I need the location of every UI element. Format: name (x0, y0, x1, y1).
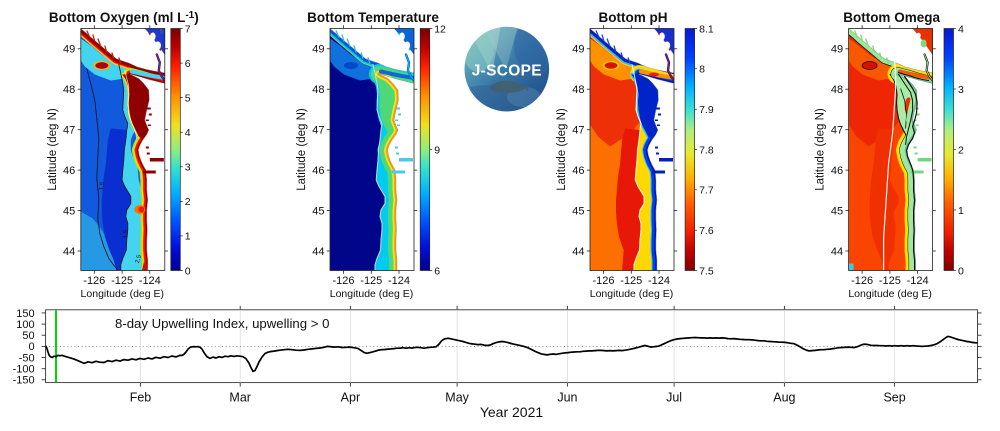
svg-text:49: 49 (831, 44, 843, 56)
svg-text:1: 1 (958, 205, 964, 217)
svg-text:45: 45 (63, 205, 75, 217)
svg-text:6: 6 (185, 58, 191, 70)
svg-text:Longitude (deg E): Longitude (deg E) (330, 288, 413, 300)
svg-text:100: 100 (16, 319, 34, 331)
svg-text:47: 47 (572, 125, 584, 137)
svg-text:-124: -124 (139, 275, 161, 287)
svg-text:-124: -124 (907, 275, 929, 287)
svg-text:48: 48 (831, 84, 843, 96)
svg-text:Latitude (deg N): Latitude (deg N) (815, 108, 827, 191)
svg-text:7.9: 7.9 (699, 104, 714, 116)
svg-text:7.5: 7.5 (699, 265, 714, 277)
svg-text:47: 47 (831, 125, 843, 137)
svg-text:0: 0 (28, 341, 34, 353)
svg-text:-150: -150 (13, 375, 35, 387)
svg-text:4: 4 (185, 127, 191, 139)
svg-text:3: 3 (185, 162, 191, 174)
svg-text:150: 150 (16, 308, 34, 320)
svg-text:6: 6 (434, 265, 440, 277)
svg-text:-125: -125 (360, 275, 382, 287)
svg-text:Sep: Sep (883, 391, 905, 405)
svg-text:5: 5 (160, 29, 164, 36)
svg-text:4: 4 (958, 23, 964, 35)
svg-text:12: 12 (434, 23, 446, 35)
svg-text:1: 1 (185, 231, 191, 243)
svg-text:7.8: 7.8 (699, 144, 714, 156)
svg-text:44: 44 (831, 246, 843, 258)
svg-text:-124: -124 (648, 275, 670, 287)
svg-text:50: 50 (22, 330, 34, 342)
svg-text:2: 2 (185, 196, 191, 208)
svg-text:2: 2 (958, 144, 964, 156)
svg-text:Mar: Mar (229, 391, 251, 405)
svg-text:44: 44 (572, 246, 584, 258)
svg-text:Bottom Temperature: Bottom Temperature (307, 10, 439, 25)
svg-text:Longitude (deg E): Longitude (deg E) (81, 288, 164, 300)
svg-text:Latitude (deg N): Latitude (deg N) (556, 108, 568, 191)
svg-text:46: 46 (63, 165, 75, 177)
svg-text:Aug: Aug (773, 391, 795, 405)
svg-text:48: 48 (63, 84, 75, 96)
svg-text:49: 49 (312, 44, 324, 56)
svg-text:Jun: Jun (557, 391, 577, 405)
svg-text:-125: -125 (879, 275, 901, 287)
svg-text:-50: -50 (19, 352, 35, 364)
svg-text:-125: -125 (620, 275, 642, 287)
svg-text:May: May (445, 391, 469, 405)
svg-text:46: 46 (831, 165, 843, 177)
svg-text:-126: -126 (83, 275, 105, 287)
svg-text:8-day Upwelling Index, upwelli: 8-day Upwelling Index, upwelling > 0 (115, 316, 329, 331)
svg-text:47: 47 (63, 125, 75, 137)
svg-text:-126: -126 (592, 275, 614, 287)
svg-text:Bottom Oxygen (ml L-1): Bottom Oxygen (ml L-1) (49, 10, 199, 25)
svg-text:44: 44 (63, 246, 75, 258)
svg-text:-126: -126 (332, 275, 354, 287)
svg-text:Apr: Apr (341, 391, 360, 405)
svg-text:Feb: Feb (130, 391, 152, 405)
svg-text:Bottom pH: Bottom pH (599, 10, 668, 25)
svg-text:Longitude (deg E): Longitude (deg E) (590, 288, 673, 300)
svg-text:0: 0 (958, 265, 964, 277)
svg-text:7.7: 7.7 (699, 185, 714, 197)
svg-text:49: 49 (572, 44, 584, 56)
svg-text:Year 2021: Year 2021 (480, 404, 544, 420)
svg-text:44: 44 (312, 246, 324, 258)
svg-text:2.5: 2.5 (135, 254, 143, 264)
svg-text:Latitude (deg N): Latitude (deg N) (296, 108, 308, 191)
svg-text:7.6: 7.6 (699, 225, 714, 237)
svg-text:45: 45 (831, 205, 843, 217)
svg-text:-125: -125 (111, 275, 133, 287)
svg-text:46: 46 (572, 165, 584, 177)
svg-text:1.5: 1.5 (99, 181, 106, 191)
svg-text:8.1: 8.1 (699, 23, 714, 35)
svg-text:0: 0 (185, 265, 191, 277)
svg-text:49: 49 (63, 44, 75, 56)
svg-text:45: 45 (572, 205, 584, 217)
svg-text:48: 48 (312, 84, 324, 96)
svg-text:-126: -126 (851, 275, 873, 287)
svg-text:-100: -100 (13, 364, 35, 376)
svg-text:Longitude (deg E): Longitude (deg E) (848, 288, 931, 300)
svg-text:Bottom Omega: Bottom Omega (843, 10, 940, 25)
svg-text:46: 46 (312, 165, 324, 177)
svg-text:8: 8 (699, 64, 705, 76)
svg-text:Jul: Jul (666, 391, 682, 405)
svg-text:45: 45 (312, 205, 324, 217)
svg-text:J-SCOPE: J-SCOPE (472, 63, 542, 80)
svg-text:9: 9 (434, 144, 440, 156)
svg-text:7: 7 (185, 23, 191, 35)
svg-text:3: 3 (958, 84, 964, 96)
svg-text:47: 47 (312, 125, 324, 137)
svg-text:1.5: 1.5 (123, 229, 130, 238)
svg-text:5: 5 (185, 92, 191, 104)
svg-text:48: 48 (572, 84, 584, 96)
svg-text:Latitude (deg N): Latitude (deg N) (47, 108, 59, 191)
svg-text:-124: -124 (388, 275, 410, 287)
